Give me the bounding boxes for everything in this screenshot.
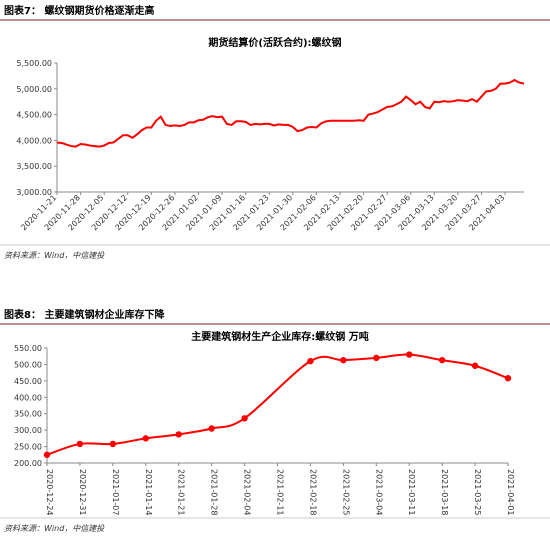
x-tick-label: 2021-01-28 [210,469,219,516]
x-tick-label: 2021-01-07 [111,469,120,516]
y-tick-label: 5,000.00 [16,85,52,94]
y-tick-label: 300.00 [14,426,42,435]
data-point [373,354,380,362]
y-tick-label: 250.00 [14,443,42,452]
y-tick-label: 550.00 [14,344,42,353]
y-tick-label: 450.00 [14,377,42,386]
y-tick-label: 200.00 [14,459,42,468]
data-line [46,353,509,456]
x-tick-label: 2021-01-21 [177,469,186,516]
x-tick-label: 2020-12-24 [45,469,54,516]
data-point [76,440,84,448]
x-tick-label: 2021-02-04 [243,469,252,516]
data-point [406,351,413,358]
source: 资料来源：Wind，中信建投 [4,524,105,533]
y-tick-label: 5,500.00 [16,59,52,68]
data-line [56,78,525,148]
data-point [175,431,182,438]
data-point [340,356,347,364]
y-tick-label: 4,500.00 [16,111,52,120]
data-point [208,425,215,432]
data-point [307,357,314,365]
x-tick-label: 2021-03-11 [407,469,416,516]
figure-heading: 图表7： 螺纹钢期货价格逐渐走高 [4,4,154,17]
data-point [504,375,512,382]
y-tick-label: 400.00 [14,393,42,402]
x-tick-label: 2021-04-01 [506,469,515,516]
x-tick-label: 2021-03-25 [473,469,482,516]
x-tick-label: 2021-03-04 [374,469,383,516]
data-point [109,440,117,448]
chart-title: 期货结算价(活跃合约):螺纹钢 [208,36,341,49]
chart-title: 主要建筑钢材生产企业库存:螺纹钢 万吨 [191,330,368,343]
x-tick-label: 2021-02-11 [276,469,285,516]
data-point [241,415,248,422]
x-tick-label: 2021-02-25 [341,469,350,516]
x-tick-label: 2021-01-14 [144,469,153,516]
figure-heading: 图表8： 主要建筑钢材企业库存下降 [4,308,165,321]
data-point [43,451,51,458]
y-tick-label: 4,000.00 [16,136,52,145]
data-point [471,362,479,369]
y-tick-label: 3,500.00 [16,162,52,171]
source: 资料来源：Wind，中信建投 [4,251,105,260]
data-point [142,435,149,442]
x-tick-label: 2021-02-18 [308,469,317,516]
data-point [438,356,446,364]
x-tick-label: 2020-12-31 [78,469,87,516]
y-tick-label: 350.00 [14,410,42,419]
y-tick-label: 500.00 [14,360,42,369]
y-tick-label: 3,000.00 [16,188,52,197]
x-tick-label: 2021-03-18 [440,469,449,516]
